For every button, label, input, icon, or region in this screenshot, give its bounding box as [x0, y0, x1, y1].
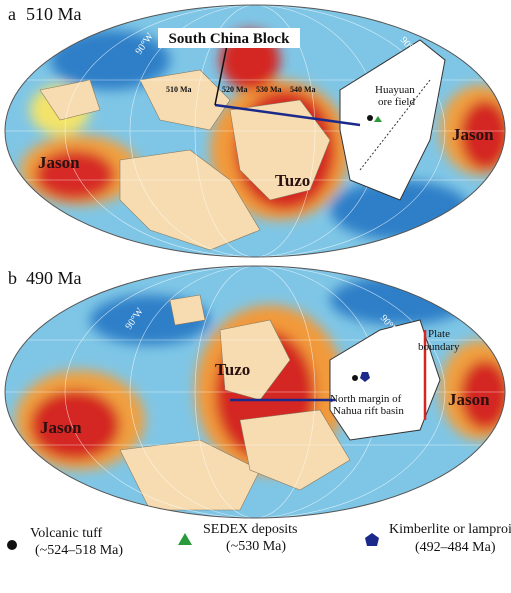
legend-symbol [178, 533, 192, 545]
boundary-label: Plate [428, 328, 450, 340]
province-label: Tuzo [275, 171, 310, 190]
arrow [214, 103, 361, 127]
panel-age: 490 Ma [26, 268, 82, 288]
legend-range: (~524–518 Ma) [35, 543, 123, 558]
inset-label: ore field [378, 96, 415, 108]
title-box [158, 28, 300, 48]
province-label: Jason [38, 153, 80, 172]
panel-label: a [8, 4, 16, 24]
province-label: Jason [452, 125, 494, 144]
inset-label: Nahua rift basin [333, 405, 404, 417]
inset-label: North margin of [330, 393, 402, 405]
age-label: 530 Ma [256, 85, 282, 94]
map-b [5, 266, 505, 518]
inset-label: Huayuan [375, 84, 415, 96]
legend-label: Volcanic tuff [30, 526, 103, 541]
province-label: Jason [40, 418, 82, 437]
legend-symbol [7, 540, 17, 550]
block-title: South China Block [169, 31, 291, 47]
legend-range: (~530 Ma) [226, 539, 286, 554]
legend-range: (492–484 Ma) [415, 540, 496, 555]
province-label: Jason [448, 390, 490, 409]
boundary-label: boundary [418, 341, 460, 353]
legend-symbol [365, 533, 379, 546]
panel-age: 510 Ma [26, 4, 82, 24]
province-label: Tuzo [215, 360, 250, 379]
map-outline [4, 265, 506, 519]
site [360, 372, 370, 382]
panel-label: b [8, 268, 17, 288]
age-label: 520 Ma [222, 85, 248, 94]
site [367, 115, 373, 121]
age-label: 540 Ma [290, 85, 316, 94]
site [352, 375, 358, 381]
legend-label: Kimberlite or lamproite [389, 522, 511, 537]
age-label: 510 Ma [166, 85, 192, 94]
legend-label: SEDEX deposits [203, 522, 298, 537]
site [374, 116, 382, 122]
map-outline [4, 4, 506, 258]
